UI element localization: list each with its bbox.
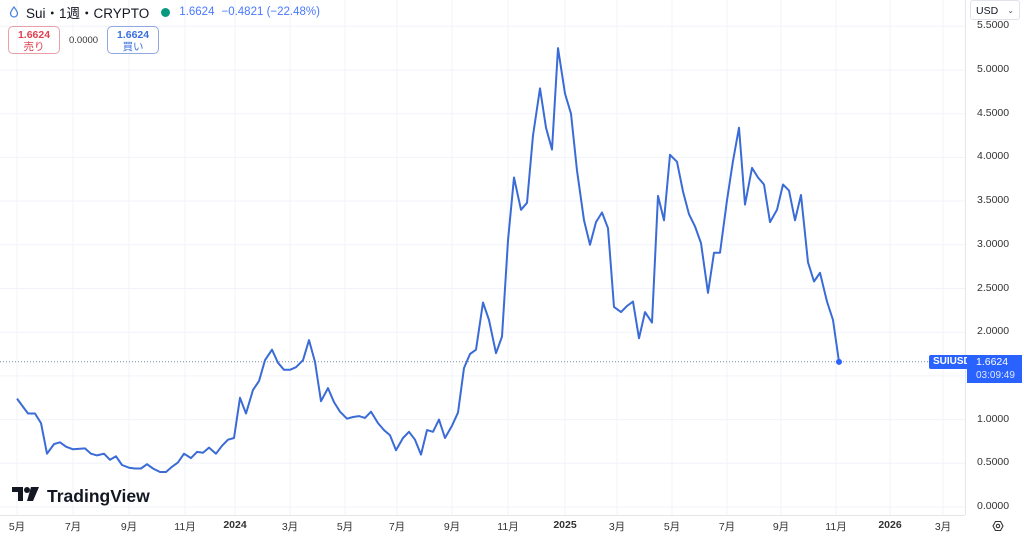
time-axis-label: 11月: [825, 521, 847, 533]
time-axis-label: 3月: [281, 521, 299, 533]
price-axis-label: 4.5000: [977, 106, 1010, 119]
buy-price: 1.6624: [117, 29, 150, 41]
sell-price: 1.6624: [17, 29, 51, 41]
tradingview-wordmark: TradingView: [47, 486, 150, 506]
symbol-title[interactable]: Sui・1週・CRYPTO: [26, 6, 150, 21]
price-axis-label: 0.5000: [977, 456, 1010, 469]
time-axis-label: 7月: [64, 521, 82, 533]
time-axis-label: 5月: [336, 521, 354, 533]
price-axis-label: 1.0000: [977, 412, 1010, 425]
time-axis-label: 3月: [934, 521, 952, 533]
price-axis-label: 2.0000: [977, 325, 1010, 338]
price-axis-label: 5.5000: [977, 19, 1010, 32]
time-axis-label: 2024: [223, 519, 247, 531]
tradingview-logo[interactable]: TradingView: [12, 486, 150, 507]
time-axis-label: 3月: [608, 521, 626, 533]
sell-button[interactable]: 1.6624 売り: [8, 26, 60, 54]
market-status-dot: [161, 7, 171, 17]
sell-label: 売り: [23, 41, 45, 53]
time-axis-label: 2025: [553, 519, 577, 531]
time-axis-label: 5月: [663, 521, 681, 533]
last-point-marker: [836, 358, 842, 365]
price-axis-label: 4.0000: [977, 150, 1010, 163]
symbol-header: Sui・1週・CRYPTO 1.6624 −0.4821 (−22.48%): [8, 3, 320, 21]
chevron-down-icon: ⌄: [1007, 6, 1014, 15]
time-axis-label: 9月: [772, 521, 790, 533]
drop-icon: [8, 5, 20, 18]
price-axis-label: 3.5000: [977, 194, 1010, 207]
time-axis-label: 5月: [8, 521, 26, 533]
price-axis-label: 5.0000: [977, 63, 1010, 75]
last-price-tag: 1.6624 03:09:49: [967, 355, 1022, 383]
last-price: 1.6624: [976, 356, 1009, 368]
time-axis-label: 7月: [388, 521, 406, 533]
price-axis-label: 0.0000: [977, 500, 1010, 512]
spread-value: 0.0000: [69, 34, 99, 46]
buy-button[interactable]: 1.6624 買い: [107, 26, 160, 54]
time-axis[interactable]: 5月 7月 9月 11月 2024 3月 5月 7月 9月 11月 2025 3月 5月 7月 9月 11月 2…: [0, 515, 965, 534]
time-axis-label: 9月: [443, 521, 461, 533]
header-change: −0.4821 (−22.48%): [221, 6, 320, 18]
tradingview-mark-icon: [12, 486, 40, 507]
chart-plot-area[interactable]: [0, 0, 965, 515]
time-axis-label: 2026: [878, 519, 902, 531]
quick-trade-panel: 1.6624 売り 0.0000 1.6624 買い: [8, 26, 160, 54]
time-axis-label: 9月: [120, 521, 138, 533]
price-axis-label: 3.0000: [977, 237, 1010, 250]
bar-countdown: 03:09:49: [976, 370, 1015, 381]
buy-label: 買い: [122, 41, 144, 53]
price-axis-label: 2.5000: [977, 281, 1010, 294]
settings-icon[interactable]: [992, 519, 1004, 532]
symbol-price-label: SUIUSD: [929, 355, 975, 369]
time-axis-label: 7月: [718, 521, 736, 533]
currency-selector[interactable]: USD ⌄: [970, 0, 1020, 20]
currency-label: USD: [976, 5, 999, 17]
header-price: 1.6624: [179, 6, 215, 18]
price-axis[interactable]: 5.5000 5.0000 4.5000 4.0000 3.5000 3.0000 2.50…: [965, 0, 1024, 515]
time-axis-label: 11月: [497, 521, 519, 533]
price-series-line: [16, 47, 840, 473]
time-axis-label: 11月: [174, 521, 196, 533]
price-line-chart[interactable]: [0, 0, 965, 515]
